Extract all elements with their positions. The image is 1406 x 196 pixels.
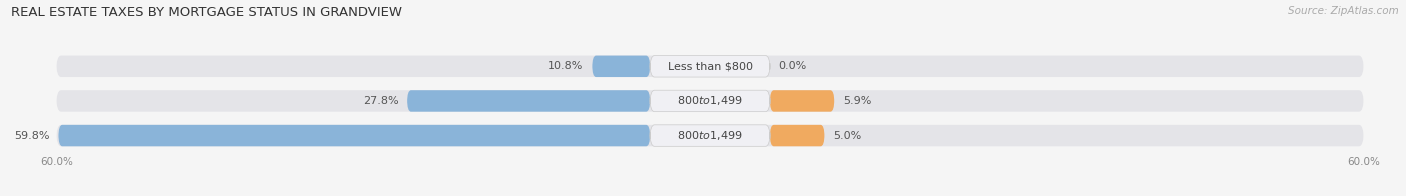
Text: $800 to $1,499: $800 to $1,499 bbox=[678, 129, 742, 142]
FancyBboxPatch shape bbox=[650, 90, 770, 112]
Text: Less than $800: Less than $800 bbox=[668, 61, 752, 71]
FancyBboxPatch shape bbox=[770, 90, 834, 112]
FancyBboxPatch shape bbox=[650, 125, 770, 146]
FancyBboxPatch shape bbox=[56, 90, 1364, 112]
Text: 10.8%: 10.8% bbox=[548, 61, 583, 71]
FancyBboxPatch shape bbox=[770, 125, 824, 146]
Text: 27.8%: 27.8% bbox=[363, 96, 398, 106]
Text: 5.0%: 5.0% bbox=[834, 131, 862, 141]
FancyBboxPatch shape bbox=[592, 56, 650, 77]
Text: Source: ZipAtlas.com: Source: ZipAtlas.com bbox=[1288, 6, 1399, 16]
Text: $800 to $1,499: $800 to $1,499 bbox=[678, 94, 742, 107]
FancyBboxPatch shape bbox=[59, 125, 650, 146]
FancyBboxPatch shape bbox=[56, 56, 1364, 77]
Text: REAL ESTATE TAXES BY MORTGAGE STATUS IN GRANDVIEW: REAL ESTATE TAXES BY MORTGAGE STATUS IN … bbox=[11, 6, 402, 19]
Text: 59.8%: 59.8% bbox=[14, 131, 49, 141]
FancyBboxPatch shape bbox=[650, 56, 770, 77]
Text: 5.9%: 5.9% bbox=[844, 96, 872, 106]
FancyBboxPatch shape bbox=[56, 125, 1364, 146]
Text: 0.0%: 0.0% bbox=[779, 61, 807, 71]
FancyBboxPatch shape bbox=[408, 90, 650, 112]
